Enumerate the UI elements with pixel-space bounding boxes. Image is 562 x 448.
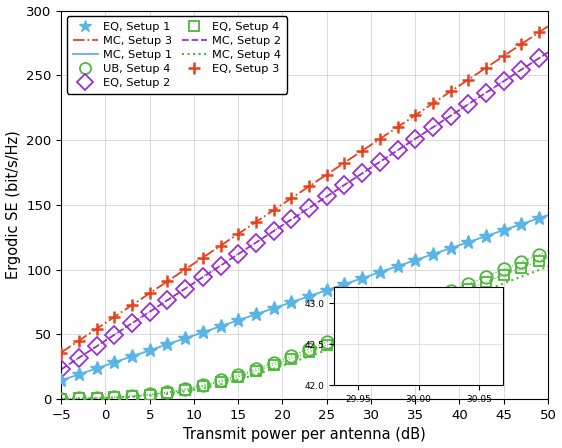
Legend: EQ, Setup 1, MC, Setup 3, MC, Setup 1, UB, Setup 4, EQ, Setup 2, EQ, Setup 4, MC: EQ, Setup 1, MC, Setup 3, MC, Setup 1, U… (67, 16, 287, 94)
X-axis label: Transmit power per antenna (dB): Transmit power per antenna (dB) (183, 427, 426, 443)
Y-axis label: Ergodic SE (bit/s/Hz): Ergodic SE (bit/s/Hz) (6, 130, 21, 279)
